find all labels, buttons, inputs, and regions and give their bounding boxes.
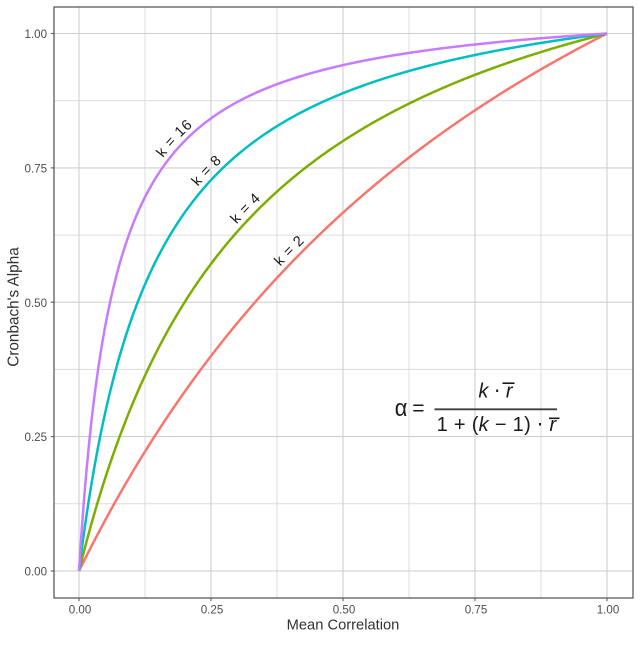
svg-text:Cronbach's Alpha: Cronbach's Alpha bbox=[6, 247, 23, 367]
svg-text:=: = bbox=[412, 397, 424, 420]
svg-text:1 + (k − 1) ⋅ r: 1 + (k − 1) ⋅ r bbox=[437, 414, 558, 436]
svg-text:0.50: 0.50 bbox=[333, 603, 356, 616]
svg-text:0.00: 0.00 bbox=[69, 603, 92, 616]
svg-text:k ⋅ r: k ⋅ r bbox=[478, 381, 513, 403]
svg-text:0.25: 0.25 bbox=[201, 603, 224, 616]
svg-text:0.75: 0.75 bbox=[25, 162, 48, 175]
svg-text:α: α bbox=[395, 395, 408, 422]
svg-text:0.00: 0.00 bbox=[25, 566, 48, 579]
svg-text:0.50: 0.50 bbox=[25, 297, 48, 310]
svg-text:Mean Correlation: Mean Correlation bbox=[287, 618, 400, 634]
svg-text:0.25: 0.25 bbox=[25, 431, 48, 444]
svg-text:0.75: 0.75 bbox=[465, 603, 488, 616]
svg-text:1.00: 1.00 bbox=[25, 28, 48, 41]
svg-text:1.00: 1.00 bbox=[597, 603, 620, 616]
